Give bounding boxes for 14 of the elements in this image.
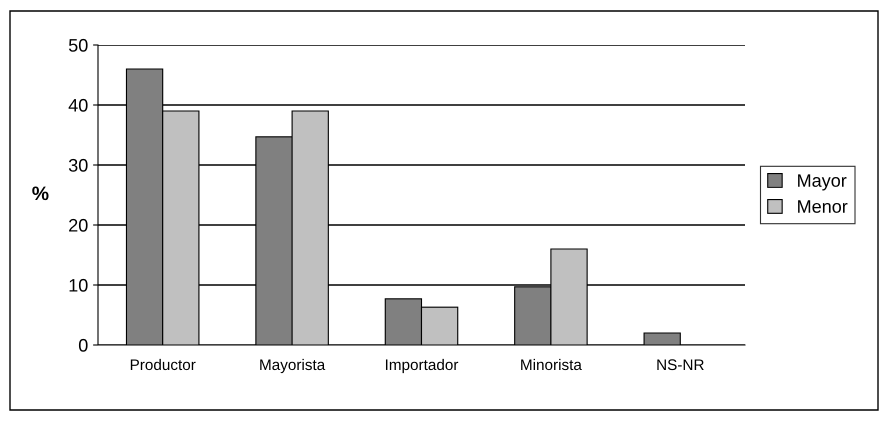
x-tick-label: NS-NR: [657, 359, 704, 370]
x-tick-label: Mayorista: [260, 358, 326, 374]
y-tick-label: 50: [68, 38, 88, 52]
legend-label: Mayor: [798, 174, 846, 190]
x-tick-label: Productor: [130, 358, 196, 370]
x-tick-label: Importador: [386, 358, 458, 374]
y-tick-label: 0: [78, 338, 88, 352]
y-axis-title: %: [32, 186, 49, 200]
y-tick-label: 30: [68, 158, 88, 172]
legend-label: Menor: [798, 200, 848, 213]
x-tick-label: Minorista: [521, 358, 582, 370]
y-tick-label: 40: [68, 98, 88, 112]
y-tick-label: 10: [70, 278, 88, 292]
y-tick-label: 20: [69, 218, 88, 232]
